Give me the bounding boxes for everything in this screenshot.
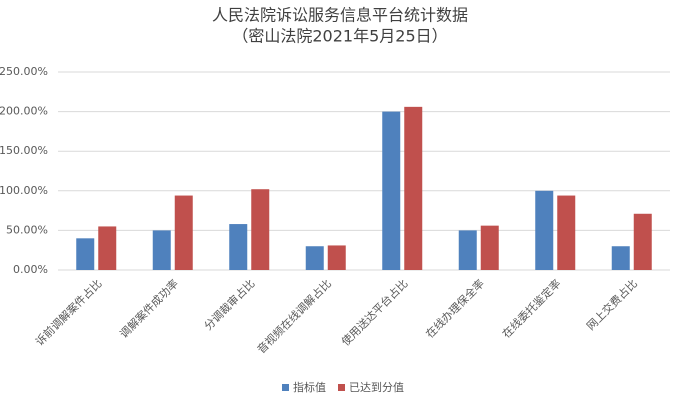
x-tick-label: 诉前调解案件占比	[32, 276, 104, 348]
x-tick-label: 分调裁审占比	[201, 276, 258, 333]
bar	[404, 106, 423, 271]
bar	[98, 226, 117, 270]
bar	[76, 238, 95, 270]
x-tick-label: 在线委托鉴定率	[499, 276, 563, 340]
legend-swatch	[338, 384, 345, 391]
bar	[327, 245, 346, 270]
y-tick-label: 200.00%	[0, 105, 48, 118]
x-tick-label: 在线办理保全率	[423, 276, 487, 340]
bar	[480, 225, 499, 270]
x-tick-label: 使用送达平台占比	[338, 276, 410, 348]
y-tick-label: 100.00%	[0, 184, 48, 197]
bar	[152, 230, 171, 270]
x-tick-label: 网上交费占比	[583, 276, 640, 333]
y-tick-label: 0.00%	[13, 263, 48, 276]
x-tick-label: 音视频在线调解占比	[254, 276, 334, 356]
legend-swatch	[282, 384, 289, 391]
bar	[535, 190, 554, 270]
y-tick-label: 50.00%	[6, 223, 48, 236]
bar	[382, 111, 401, 270]
bar	[458, 230, 477, 270]
bar	[229, 224, 248, 270]
bar	[174, 195, 193, 270]
legend-label: 指标值	[293, 380, 326, 394]
bar	[305, 246, 324, 270]
chart-subtitle: （密山法院2021年5月25日）	[232, 27, 447, 46]
x-tick-label: 调解案件成功率	[117, 276, 181, 340]
bar	[251, 189, 270, 270]
y-tick-label: 250.00%	[0, 65, 48, 78]
bar	[611, 246, 630, 270]
legend-label: 已达到分值	[349, 381, 404, 394]
y-tick-label: 150.00%	[0, 144, 48, 157]
bar	[633, 213, 652, 270]
chart-title: 人民法院诉讼服务信息平台统计数据	[212, 6, 468, 25]
bar	[557, 195, 576, 270]
